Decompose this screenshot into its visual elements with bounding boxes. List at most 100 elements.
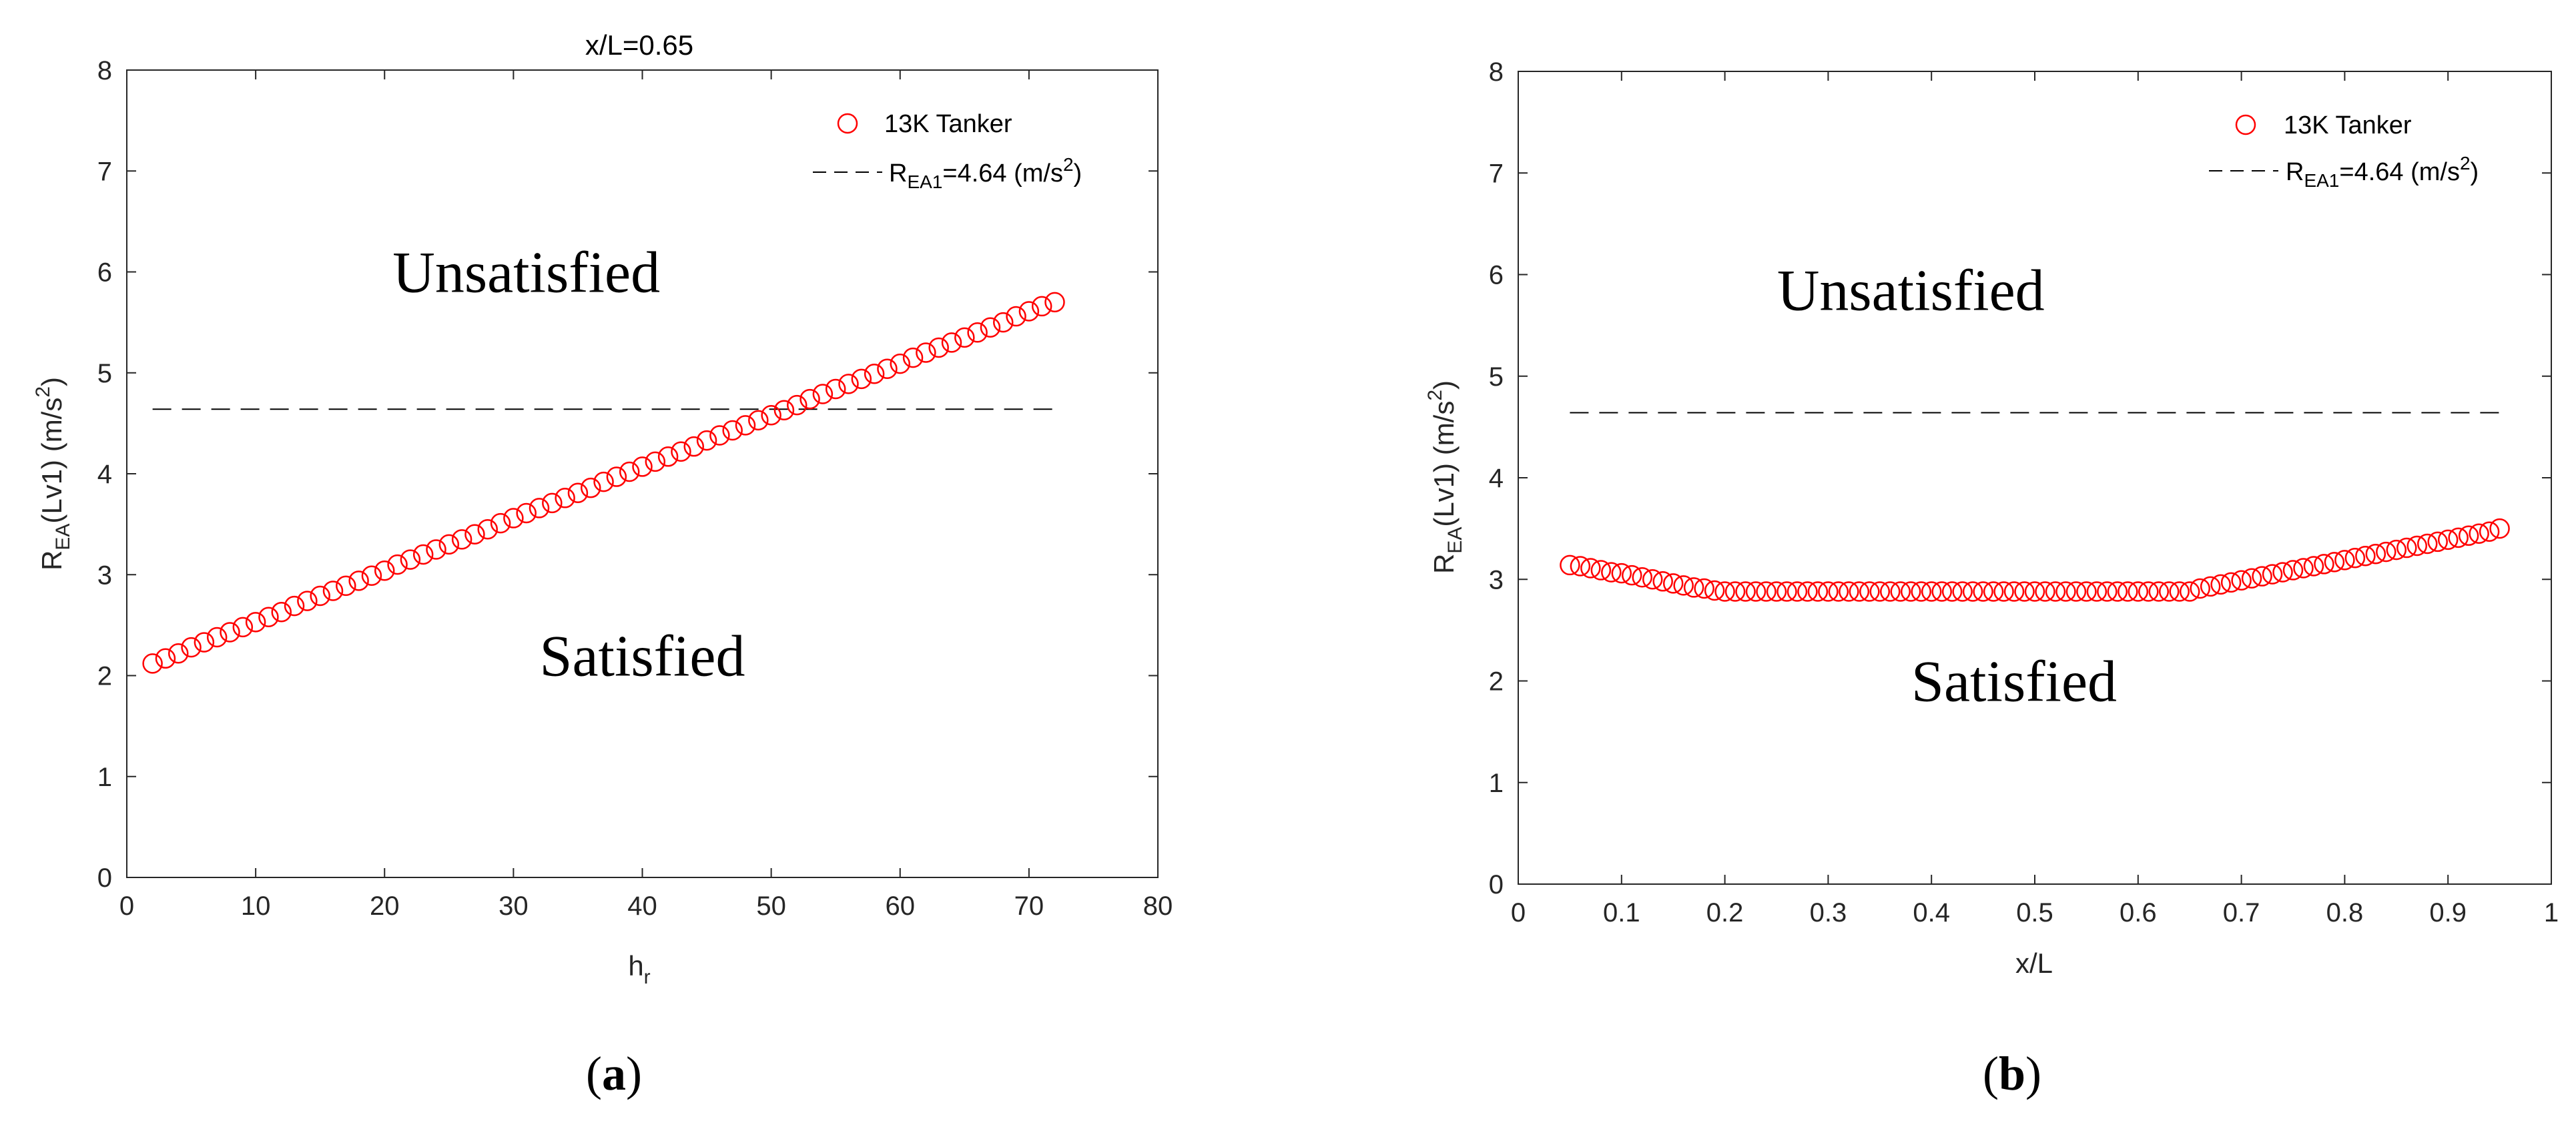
- panel-b-y-tick-label: 7: [1489, 159, 1504, 188]
- panel-a-data-point: [657, 446, 679, 467]
- panel-a-data-point: [645, 451, 666, 472]
- panel-b-data-point: [2097, 581, 2118, 602]
- panel-b-data-point: [1611, 562, 1632, 584]
- panel-b-data-point: [2024, 581, 2045, 602]
- panel-b-data-point: [1921, 581, 1942, 602]
- panel-a-data-point: [529, 498, 550, 518]
- panel-a-data-point: [555, 488, 575, 508]
- panel-a-data-point: [1018, 301, 1040, 322]
- panel-b-x-tick-label: 1: [2544, 898, 2559, 927]
- panel-a-data-point: [928, 337, 949, 358]
- panel-b-data-point: [1962, 581, 1983, 602]
- panel-a-data-point: [954, 327, 975, 348]
- panel-a-data-point: [1031, 296, 1052, 317]
- panel-a-data-point: [451, 529, 472, 550]
- panel-a-label-satisfied: Satisfied: [540, 624, 745, 689]
- panel-b-data-point: [1570, 556, 1591, 577]
- panel-a-data-point: [993, 312, 1014, 333]
- panel-a-data-point: [516, 502, 537, 524]
- panel-b-data-point: [1694, 578, 1714, 599]
- panel-b-x-tick-label: 0.1: [1603, 898, 1640, 927]
- panel-b-y-tick-label: 0: [1489, 870, 1504, 899]
- panel-a-legend-label-tanker: 13K Tanker: [884, 110, 1012, 138]
- panel-b-legend-label-tanker: 13K Tanker: [2284, 111, 2412, 139]
- panel-a-data-point: [916, 342, 936, 363]
- panel-b-x-ticks: 0 0.1 0.2 0.3 0.4 0.5 0.6 0.7 0.8 0.9 1: [1511, 71, 2559, 927]
- panel-a-data-point: [799, 388, 820, 410]
- panel-a-data-point: [761, 405, 781, 426]
- panel-b-data-point: [1880, 581, 1901, 602]
- panel-a-data-point: [271, 601, 292, 623]
- panel-b-data-point: [2190, 578, 2210, 599]
- panel-b-data-point: [1622, 564, 1642, 586]
- panel-a-data-point: [361, 565, 382, 587]
- panel-b-data-point: [2417, 533, 2438, 554]
- panel-b-data-point: [1787, 581, 1808, 602]
- panel-b-data-point: [2076, 581, 2097, 602]
- panel-a-data-point: [155, 648, 176, 669]
- panel-b-data-point: [2200, 576, 2221, 597]
- panel-b-data-point: [2014, 581, 2035, 602]
- panel-b-data-point: [2065, 581, 2087, 602]
- panel-b-data-point: [2396, 537, 2417, 558]
- panel-a-data-point: [477, 518, 498, 540]
- panel-b-data-point: [1859, 581, 1880, 602]
- panel-b-y-tick-label: 5: [1489, 362, 1504, 392]
- panel-a-data-point: [632, 456, 653, 477]
- panel-a-data-point: [709, 425, 730, 446]
- panel-b-data-point: [2427, 531, 2448, 552]
- panel-a-data-point: [838, 374, 859, 394]
- panel-b-data-point: [2252, 566, 2272, 587]
- panel-b-data-point: [2272, 562, 2293, 583]
- panel-b-data-point: [2210, 574, 2231, 595]
- panel-a-data-point: [232, 617, 254, 638]
- panel-b-data-point: [2035, 581, 2055, 602]
- panel-b-data-point: [1652, 571, 1673, 592]
- panel-b-data-point: [1828, 581, 1849, 602]
- panel-a-data-point: [348, 571, 369, 591]
- panel-b-data-point: [1973, 581, 1993, 602]
- panel-a-y-tick-label: 6: [97, 258, 112, 288]
- panel-a-data-point: [864, 364, 885, 384]
- panel-a-data-point: [297, 591, 318, 611]
- panel-a-data-point: [284, 595, 305, 617]
- panel-a-y-tick-label: 7: [97, 157, 112, 186]
- panel-b-data-point: [1890, 581, 1911, 602]
- panel-a-y-axis-label: REA(Lv1) (m/s2): [32, 377, 74, 571]
- panel-b-data-point: [2448, 527, 2469, 548]
- panel-a-x-tick-label: 80: [1143, 891, 1173, 921]
- panel-b-y-tick-label: 6: [1489, 261, 1504, 290]
- panel-a-x-tick-label: 20: [370, 891, 400, 921]
- panel-b-y-ticks: 0 1 2 3 4 5 6 7 8: [1489, 57, 2551, 899]
- panel-a-data-point: [722, 420, 743, 441]
- panel-b-data-point: [2179, 581, 2200, 602]
- panel-b-data-point: [2365, 543, 2386, 564]
- panel-a-x-axis-label: hr: [628, 950, 650, 988]
- panel-a-data-point: [220, 622, 240, 643]
- panel-b-y-tick-label: 2: [1489, 667, 1504, 697]
- panel-a-data-point: [503, 508, 524, 528]
- panel-a-data-point: [941, 332, 962, 353]
- panel-a-data-point: [825, 378, 846, 400]
- panel-b-x-tick-label: 0.4: [1913, 898, 1950, 927]
- panel-a-title: x/L=0.65: [585, 29, 693, 61]
- panel-a-data-point: [168, 643, 189, 664]
- panel-b-data-point: [2262, 564, 2283, 585]
- panel-a-data-point: [206, 627, 228, 648]
- panel-a-data-point: [464, 524, 485, 544]
- panel-a-data-point: [567, 482, 589, 503]
- panel-a-data-point: [902, 347, 924, 368]
- panel-b-legend-label-threshold: REA1=4.64 (m/s2): [2286, 153, 2479, 191]
- panel-a-data-point: [787, 394, 808, 416]
- panel-b-data-point: [2293, 558, 2314, 579]
- panel-a-data-point: [735, 415, 756, 436]
- panel-a-data-point: [194, 632, 215, 653]
- panel-a-x-tick-label: 30: [499, 891, 529, 921]
- panel-b-x-axis-label: x/L: [2015, 948, 2053, 979]
- panel-a-data-point: [336, 575, 356, 597]
- panel-b-data-point: [1632, 567, 1653, 588]
- panel-b-data-point: [1766, 581, 1787, 602]
- panel-b-x-tick-label: 0.3: [1810, 898, 1847, 927]
- panel-a-data-point: [258, 607, 279, 628]
- panel-a-points: [142, 292, 1065, 674]
